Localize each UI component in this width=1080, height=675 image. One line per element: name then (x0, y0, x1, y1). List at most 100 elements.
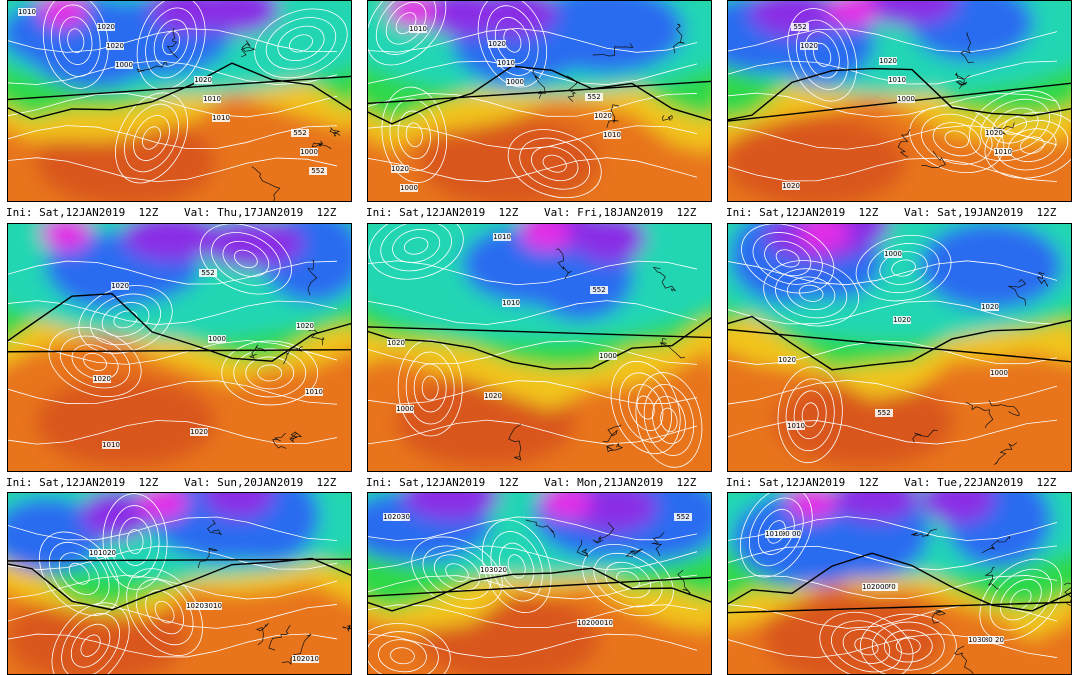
color-field (367, 0, 712, 202)
coastline (525, 519, 556, 538)
coastline (251, 166, 281, 202)
coastline (965, 401, 994, 429)
isobar (727, 28, 1058, 53)
contour-label: 1010 (493, 233, 511, 241)
contour-label: 1020 (577, 619, 595, 627)
coastline (311, 140, 332, 150)
coastline (532, 69, 546, 99)
coastline (166, 27, 179, 59)
coastline (606, 104, 619, 128)
isobar (102, 493, 168, 590)
label-box (391, 165, 409, 173)
isobar (71, 344, 119, 380)
label-box (493, 233, 511, 241)
label-box (309, 167, 327, 175)
isobar (433, 554, 481, 591)
label-box (787, 422, 805, 430)
label-box (590, 286, 608, 294)
init-time: Ini: Sat,12JAN2019 12Z (726, 206, 879, 219)
isobar (883, 629, 933, 663)
contour-label: 1010 (888, 76, 906, 84)
isobar (481, 519, 552, 614)
label-box (585, 93, 603, 101)
isobar (68, 562, 90, 585)
isobar (411, 536, 503, 609)
isobar (392, 228, 441, 263)
isobar (727, 575, 1058, 599)
isobar (984, 111, 1072, 179)
isobar (58, 552, 100, 595)
isobar (7, 604, 338, 629)
weather-map: 1010 1000 1000 1010 552 1020 1020 (367, 223, 712, 472)
isobar (199, 223, 292, 295)
isobar (422, 545, 492, 600)
init-time: Ini: Sat,12JAN2019 12Z (366, 206, 519, 219)
isobar (727, 300, 1058, 325)
isobar (7, 125, 338, 150)
label-box (888, 76, 906, 84)
coastline (136, 61, 168, 73)
init-time: Ini: Sat,12JAN2019 12Z (6, 206, 159, 219)
isobar (405, 122, 423, 148)
contour-label: 1000 (400, 184, 418, 192)
isobar (60, 335, 131, 389)
contour-label: 552 (592, 286, 605, 294)
isobar (757, 508, 795, 555)
contour-label: 1000 (897, 95, 915, 103)
isobar (375, 0, 437, 55)
isobar (616, 570, 640, 590)
isobar (727, 545, 1058, 571)
label-box (396, 405, 414, 413)
contour-label: 1020 (292, 655, 310, 663)
coastline (662, 115, 673, 121)
color-field (7, 223, 352, 472)
coastline (555, 248, 572, 280)
isobar (636, 395, 655, 420)
label-box (190, 428, 208, 436)
isobar (135, 579, 194, 646)
purple-zone (832, 492, 920, 522)
thickness-line (7, 62, 352, 120)
isobar (67, 28, 85, 54)
isobar (367, 516, 698, 541)
isobar (867, 243, 940, 294)
isobar (234, 249, 258, 269)
contour-label: 1010 (497, 59, 515, 67)
isobar (222, 240, 270, 277)
contour-label: 1020 (778, 356, 796, 364)
isobar (627, 384, 664, 432)
coastline (602, 424, 622, 443)
isobar (490, 531, 543, 602)
isobar (90, 293, 161, 346)
isobar (643, 384, 695, 456)
coastlines (508, 248, 685, 461)
magenta-zone (520, 223, 571, 251)
isobars (367, 223, 703, 468)
isobar (610, 360, 681, 455)
coastlines (911, 528, 1072, 675)
coastline (256, 623, 269, 646)
isobar (921, 113, 993, 165)
isobar (142, 126, 161, 150)
isobar (385, 1, 427, 45)
isobar (367, 380, 698, 405)
coastlines (897, 32, 1015, 169)
isobar (397, 339, 463, 437)
color-field (7, 492, 352, 675)
contour-label: 1010 (603, 131, 621, 139)
isobar (7, 574, 338, 600)
contour-label: 1020 (594, 112, 612, 120)
isobar (635, 372, 703, 468)
valid-time: Val: Sat,19JAN2019 12Z (904, 206, 1057, 219)
contour-label: 1020 (782, 182, 800, 190)
weather-map: 102010009709809901000103010101020 (727, 492, 1072, 675)
label-box (791, 23, 809, 31)
label-box (674, 513, 692, 521)
coastline (625, 548, 643, 557)
isobar (367, 92, 698, 117)
isobar (785, 378, 835, 452)
isobar (727, 340, 1058, 365)
purple-zone (857, 0, 959, 26)
purple-zone (749, 0, 838, 38)
isobar (895, 637, 921, 655)
